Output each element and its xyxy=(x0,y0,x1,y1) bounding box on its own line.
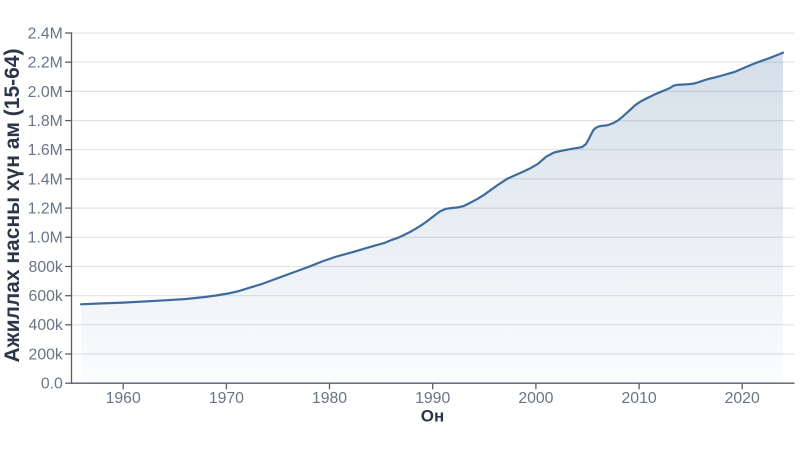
svg-text:1.0M: 1.0M xyxy=(28,230,63,247)
svg-text:1.8M: 1.8M xyxy=(28,113,63,130)
svg-text:2.2M: 2.2M xyxy=(28,55,63,72)
svg-text:1990: 1990 xyxy=(415,390,450,407)
svg-text:1970: 1970 xyxy=(209,390,244,407)
svg-text:800k: 800k xyxy=(29,259,63,276)
svg-text:Он: Он xyxy=(421,406,445,425)
svg-text:1.6M: 1.6M xyxy=(28,142,63,159)
svg-text:200k: 200k xyxy=(29,346,63,363)
svg-text:2000: 2000 xyxy=(518,390,553,407)
svg-text:2020: 2020 xyxy=(725,390,760,407)
svg-text:1.4M: 1.4M xyxy=(28,171,63,188)
svg-text:1980: 1980 xyxy=(312,390,347,407)
svg-text:0.0: 0.0 xyxy=(41,376,63,393)
svg-text:1960: 1960 xyxy=(106,390,141,407)
svg-text:400k: 400k xyxy=(29,317,63,334)
svg-text:2.0M: 2.0M xyxy=(28,84,63,101)
svg-text:1.2M: 1.2M xyxy=(28,201,63,218)
svg-text:2.4M: 2.4M xyxy=(28,25,63,42)
svg-text:600k: 600k xyxy=(29,288,63,305)
svg-text:Ажиллах насны хүн ам (15-64): Ажиллах насны хүн ам (15-64) xyxy=(1,49,24,363)
svg-text:2010: 2010 xyxy=(622,390,657,407)
